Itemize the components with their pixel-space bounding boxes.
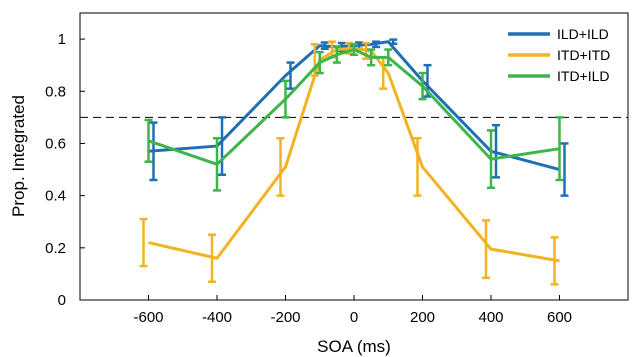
error-bar <box>389 38 398 46</box>
x-tick-label: 600 <box>547 309 572 326</box>
x-tick-label: -400 <box>202 309 232 326</box>
error-bar <box>281 79 290 119</box>
legend: ILD+ILD ITD+ITD ITD+ILD <box>508 26 610 84</box>
error-bar <box>372 40 381 49</box>
plot-area: -600 -400 -200 0 200 400 600 0 0.2 0.4 0.6 0.8 1 <box>45 12 629 326</box>
error-bar <box>550 236 559 286</box>
series-itd-ild <box>144 43 564 192</box>
error-bar <box>310 43 319 77</box>
legend-label: ITD+ITD <box>557 47 610 63</box>
x-tick-label: 0 <box>350 309 358 326</box>
error-bar <box>139 217 148 268</box>
error-bar <box>487 129 495 190</box>
error-bar <box>144 118 153 163</box>
error-bar <box>350 43 358 56</box>
x-tick-label: 400 <box>478 309 503 326</box>
error-bar <box>492 123 500 179</box>
error-bar <box>560 142 569 197</box>
error-bar <box>367 48 376 67</box>
legend-item: ITD+ILD <box>508 68 610 84</box>
x-tick-label: 200 <box>410 309 435 326</box>
y-tick-label: 0.4 <box>45 188 66 205</box>
error-bar <box>208 233 216 283</box>
error-bar <box>555 116 564 182</box>
x-axis-ticks: -600 -400 -200 0 200 400 600 <box>133 295 572 326</box>
series-layer <box>139 38 569 286</box>
legend-item: ILD+ILD <box>508 26 609 42</box>
x-tick-label: -200 <box>270 309 300 326</box>
y-tick-label: 1 <box>58 31 66 48</box>
y-axis-ticks: 0 0.2 0.4 0.6 0.8 1 <box>45 31 85 309</box>
x-axis-label: SOA (ms) <box>317 337 391 356</box>
error-bar <box>482 219 490 280</box>
error-bar <box>320 41 329 50</box>
y-axis-label: Prop. Integrated <box>9 95 28 217</box>
error-bar <box>332 45 341 64</box>
error-bar <box>149 121 158 182</box>
legend-label: ILD+ILD <box>557 26 609 42</box>
y-tick-label: 0.8 <box>45 83 66 100</box>
x-tick-label: -600 <box>133 309 163 326</box>
error-bar <box>384 48 393 67</box>
error-bar <box>315 50 324 75</box>
y-tick-label: 0 <box>58 292 66 309</box>
error-bar <box>276 136 285 197</box>
y-tick-label: 0.6 <box>45 135 66 152</box>
legend-item: ITD+ITD <box>508 47 610 63</box>
series-ild-ild <box>148 38 569 197</box>
error-bar <box>286 61 295 90</box>
y-tick-label: 0.2 <box>45 240 66 257</box>
error-bar <box>218 116 226 177</box>
legend-label: ITD+ILD <box>557 68 610 84</box>
error-bar <box>213 136 221 192</box>
series-line <box>148 40 560 171</box>
error-bar <box>418 71 427 101</box>
error-bar <box>413 136 422 197</box>
